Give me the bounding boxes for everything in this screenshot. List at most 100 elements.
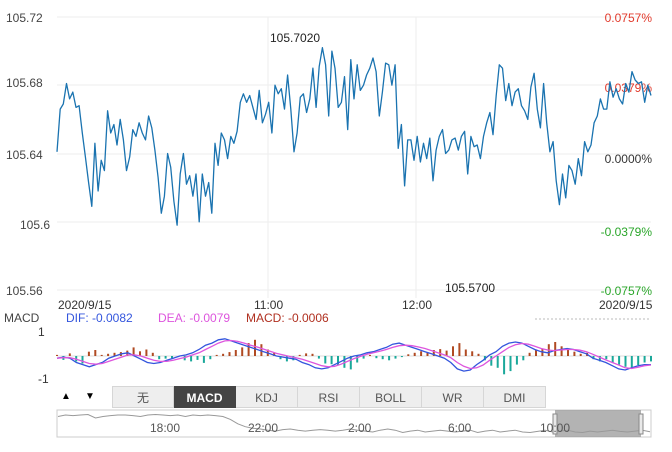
macd-histogram-bar — [132, 347, 135, 356]
macd-histogram-bar — [388, 356, 391, 361]
macd-histogram-bar — [452, 346, 454, 356]
macd-histogram-bar — [369, 354, 371, 356]
macd-histogram-bar — [554, 342, 557, 356]
macd-histogram-bar — [330, 356, 333, 365]
macd-histogram-bar — [464, 349, 467, 356]
y-axis-left-tick: 105.6 — [20, 218, 50, 232]
macd-histogram-bar — [509, 356, 512, 372]
macd-histogram-bar — [362, 356, 365, 359]
navigator-left-handle[interactable] — [552, 413, 558, 435]
tab-macd[interactable]: MACD — [174, 386, 236, 408]
range-navigator[interactable]: 18:00 22:00 2:00 6:00 10:00 — [56, 409, 652, 438]
macd-histogram-bar — [439, 349, 442, 356]
navigator-selected-range[interactable] — [555, 410, 641, 437]
x-axis-tick: 2020/9/15 — [599, 298, 653, 312]
macd-histogram-bar — [279, 356, 282, 360]
macd-histogram-bar — [87, 351, 90, 356]
y-axis-right-tick: -0.0757% — [601, 284, 653, 298]
navigator-x-tick: 2:00 — [348, 421, 372, 435]
macd-histogram-bar — [426, 352, 429, 356]
macd-histogram-bar — [222, 353, 225, 356]
macd-legend-dea: DEA: -0.0079 — [158, 311, 230, 325]
macd-histogram-bar — [81, 356, 84, 364]
macd-histogram-bar — [458, 343, 461, 356]
macd-histogram-bar — [611, 356, 614, 363]
y-axis-left-tick: 105.64 — [6, 148, 43, 162]
macd-histogram-bar — [650, 356, 652, 362]
macd-histogram-bar — [420, 351, 423, 356]
macd-histogram-bar — [643, 356, 646, 363]
macd-histogram-bar — [56, 354, 58, 356]
y-axis-left-tick: 105.72 — [6, 11, 43, 25]
price-series-line — [56, 47, 652, 226]
macd-histogram-bar — [196, 356, 199, 360]
macd-histogram-bar — [560, 346, 563, 356]
macd-histogram-bar — [528, 352, 531, 356]
macd-histogram-bar — [490, 356, 493, 366]
macd-histogram-bar — [94, 350, 97, 356]
tab-none[interactable]: 无 — [112, 386, 174, 408]
indicator-tab-bar: 无 MACD KDJ RSI BOLL WR DMI — [112, 386, 546, 408]
macd-histogram-bar — [618, 356, 621, 365]
macd-y-tick: -1 — [38, 372, 49, 386]
navigator-series-line — [57, 413, 651, 434]
macd-legend-dif: DIF: -0.0082 — [66, 311, 133, 325]
price-chart[interactable]: 105.72 105.68 105.64 105.6 105.56 0.0757… — [6, 11, 653, 312]
navigator-x-tick: 10:00 — [540, 421, 570, 435]
macd-histogram-bar — [151, 352, 154, 356]
macd-histogram-bar — [100, 354, 103, 356]
macd-histogram-bar — [254, 339, 256, 356]
low-price-label: 105.5700 — [445, 281, 495, 295]
macd-histogram-bar — [234, 350, 237, 356]
macd-histogram-bar — [145, 349, 148, 356]
macd-histogram-bar — [605, 356, 608, 360]
macd-histogram-bar — [139, 351, 141, 356]
macd-histogram-bar — [68, 353, 71, 356]
macd-histogram-bar — [413, 352, 416, 356]
dif-series-line — [56, 338, 651, 372]
macd-legend-title: MACD — [4, 311, 40, 325]
tab-wr[interactable]: WR — [422, 386, 484, 408]
tab-rsi[interactable]: RSI — [298, 386, 360, 408]
macd-histogram-bar — [324, 356, 327, 364]
high-price-label: 105.7020 — [270, 31, 320, 45]
scroll-up-button[interactable]: ▲ — [61, 391, 71, 402]
macd-histogram-bar — [164, 356, 167, 359]
macd-histogram-bar — [273, 352, 276, 356]
macd-histogram-bar — [171, 356, 173, 359]
macd-histogram-bar — [592, 356, 595, 360]
macd-histogram-bar — [228, 352, 231, 356]
scroll-down-button[interactable]: ▼ — [85, 391, 95, 402]
macd-histogram-bar — [215, 354, 218, 356]
x-axis-tick: 12:00 — [402, 298, 432, 312]
dea-series-line — [56, 339, 652, 370]
y-axis-right-tick: -0.0379% — [601, 225, 653, 239]
macd-chart[interactable]: MACD DIF: -0.0082 DEA: -0.0079 MACD: -0.… — [4, 311, 652, 386]
macd-histogram-bar — [375, 356, 378, 359]
macd-histogram-bar — [637, 356, 640, 365]
macd-histogram-bar — [477, 353, 480, 356]
macd-histogram-bar — [407, 354, 410, 356]
y-axis-right-tick: 0.0000% — [605, 152, 653, 166]
macd-histogram-bar — [107, 353, 110, 356]
macd-histogram-bar — [343, 356, 346, 368]
macd-histogram-bar — [317, 356, 320, 359]
x-axis-tick: 11:00 — [254, 298, 283, 312]
tab-kdj[interactable]: KDJ — [236, 386, 298, 408]
macd-histogram-bar — [356, 356, 359, 363]
tab-boll[interactable]: BOLL — [360, 386, 422, 408]
macd-histogram-bar — [503, 356, 506, 375]
tab-dmi[interactable]: DMI — [484, 386, 546, 408]
price-gridlines — [57, 16, 651, 298]
macd-histogram-bar — [630, 356, 633, 368]
macd-legend-macd: MACD: -0.0006 — [246, 311, 329, 325]
macd-histogram-bar — [260, 344, 263, 356]
macd-histogram-bar — [624, 356, 627, 367]
navigator-right-handle[interactable] — [638, 413, 644, 435]
macd-histogram-bar — [202, 356, 205, 363]
macd-histogram-bar — [496, 356, 499, 368]
macd-histogram-bar — [305, 353, 308, 356]
macd-histogram-bar — [432, 350, 435, 356]
y-axis-left-tick: 105.56 — [6, 284, 43, 298]
navigator-x-tick: 18:00 — [150, 421, 180, 435]
